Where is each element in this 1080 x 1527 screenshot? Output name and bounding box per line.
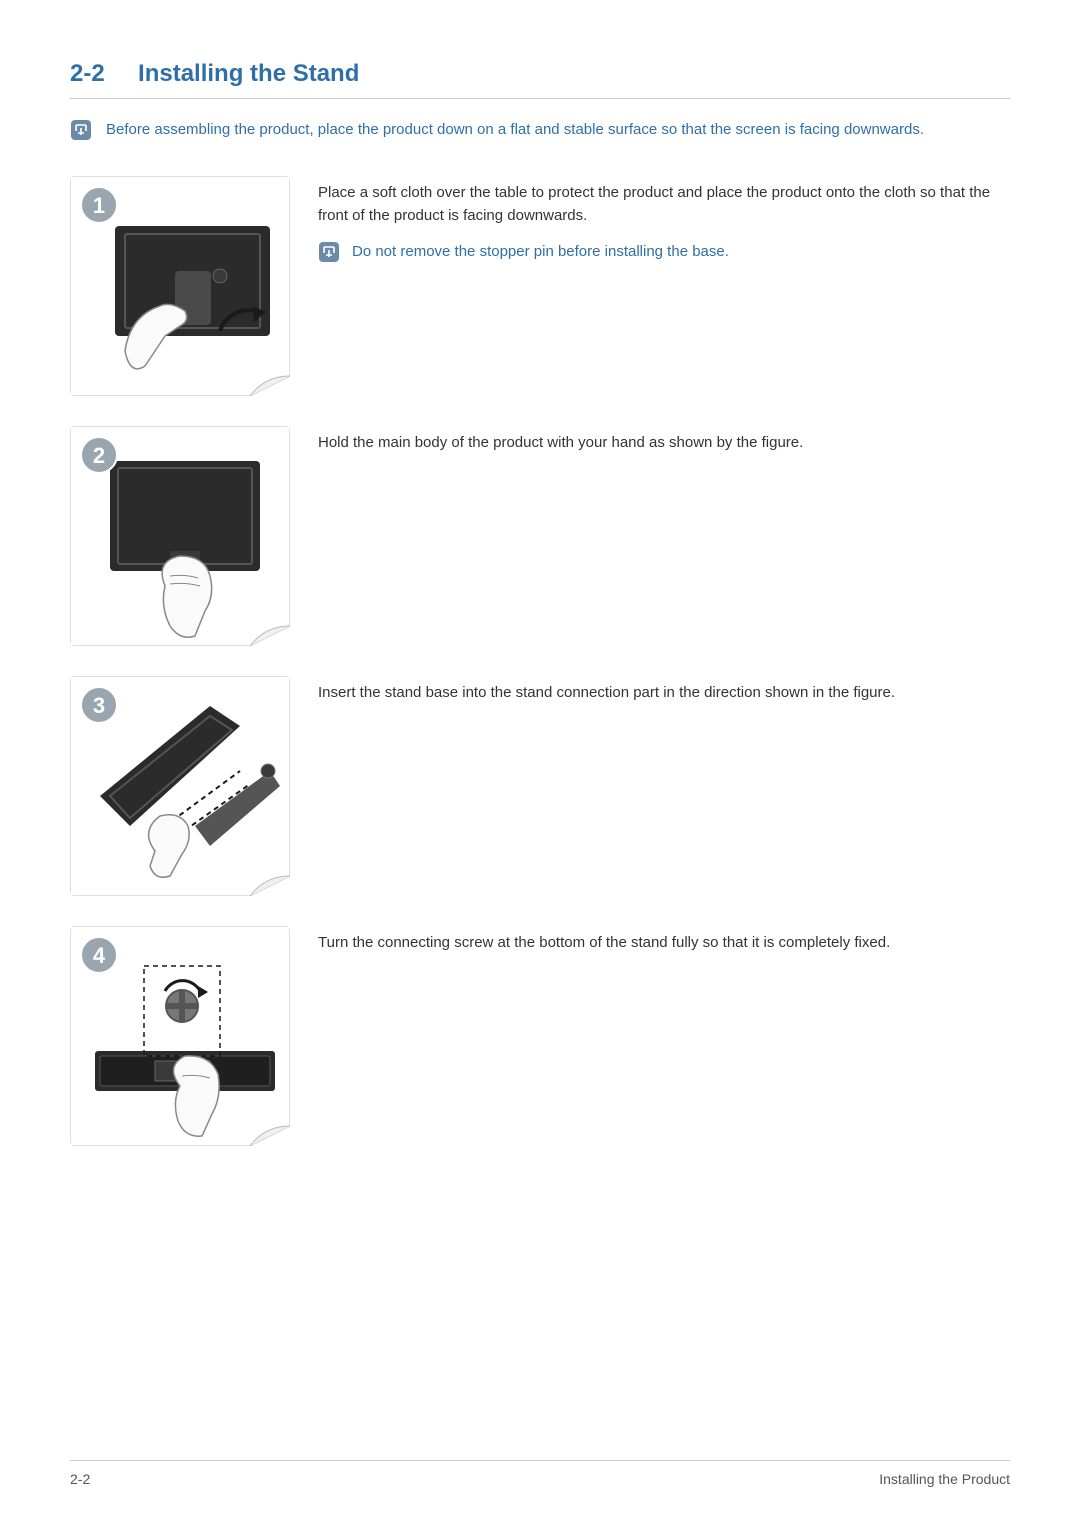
step-4-illustration: 4 [70, 926, 290, 1146]
footer-left: 2-2 [70, 1471, 90, 1487]
step-3: 3 Insert the stand base into the stand c… [70, 676, 1010, 896]
top-note: Before assembling the product, place the… [70, 119, 1010, 146]
section-number: 2-2 [70, 60, 105, 87]
step-4-badge: 4 [80, 936, 118, 979]
section-heading: 2-2 Installing the Stand [70, 60, 1010, 99]
step-4-badge-number: 4 [93, 943, 106, 968]
step-1-badge-number: 1 [93, 193, 105, 218]
step-2-badge: 2 [80, 436, 118, 479]
step-2: 2 Hold the main body of the product with… [70, 426, 1010, 646]
section-title-text: Installing the Stand [138, 60, 359, 87]
step-2-badge-number: 2 [93, 443, 105, 468]
step-4: 4 Turn the connecting screw at the botto… [70, 926, 1010, 1146]
step-3-text: Insert the stand base into the stand con… [318, 682, 1010, 705]
step-3-illustration: 3 [70, 676, 290, 896]
top-note-text: Before assembling the product, place the… [106, 119, 924, 140]
note-icon [70, 119, 92, 146]
step-2-text-col: Hold the main body of the product with y… [318, 426, 1010, 469]
step-4-text-col: Turn the connecting screw at the bottom … [318, 926, 1010, 969]
step-2-illustration: 2 [70, 426, 290, 646]
step-1: 1 Place a soft cloth over the table to p… [70, 176, 1010, 396]
page-footer: 2-2 Installing the Product [70, 1460, 1010, 1487]
step-1-illustration: 1 [70, 176, 290, 396]
step-1-text: Place a soft cloth over the table to pro… [318, 182, 1010, 227]
step-1-inner-note-text: Do not remove the stopper pin before ins… [352, 241, 729, 262]
step-4-text: Turn the connecting screw at the bottom … [318, 932, 1010, 955]
step-2-text: Hold the main body of the product with y… [318, 432, 1010, 455]
step-3-badge: 3 [80, 686, 118, 729]
note-icon [318, 241, 340, 268]
step-1-text-col: Place a soft cloth over the table to pro… [318, 176, 1010, 268]
step-3-text-col: Insert the stand base into the stand con… [318, 676, 1010, 719]
footer-right: Installing the Product [879, 1471, 1010, 1487]
step-1-badge: 1 [80, 186, 118, 229]
step-1-inner-note: Do not remove the stopper pin before ins… [318, 241, 1010, 268]
step-3-badge-number: 3 [93, 693, 105, 718]
